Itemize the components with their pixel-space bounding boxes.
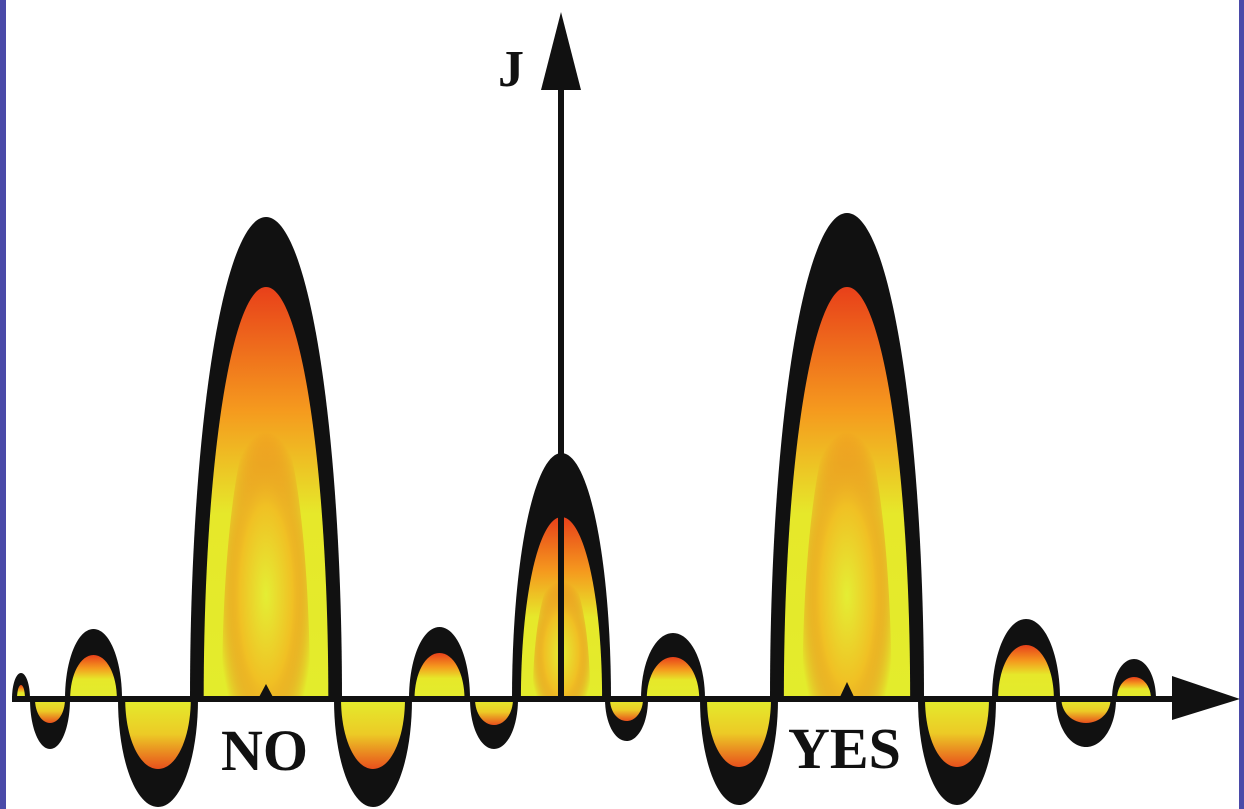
vertical-axis-arrowhead [541,12,581,90]
lobe-up-5-fill [1117,677,1151,699]
lobe-down-2 [118,699,198,807]
lobe-down-8-fill [1061,699,1111,723]
lobe-up-1-fill [70,655,117,699]
lobe-main-no [190,217,342,699]
lobe-down-6 [700,699,778,805]
lobe-up-2 [409,627,470,699]
lobe-main-yes [770,213,924,699]
vertical-axis-label: J [498,41,524,98]
no-position-tick [258,684,274,699]
lobe-down-2-fill [125,699,191,769]
intensity-lobes [12,213,1156,807]
yes-position-tick [839,682,855,699]
yes-label: YES [788,716,901,781]
lobe-down-4 [470,699,518,749]
lobe-down-4-fill [475,699,513,725]
lobe-up-3 [641,633,705,699]
lobe-edge-left [12,673,30,699]
lobe-down-8 [1056,699,1116,747]
lobe-down-5 [605,699,648,741]
no-label: NO [221,718,308,783]
lobe-down-5-fill [610,699,643,721]
lobe-up-1 [65,629,122,699]
lobe-down-1 [30,699,70,749]
lobe-edge-left-fill [17,685,25,699]
lobe-down-3 [334,699,412,807]
lobe-up-4-fill [998,645,1054,699]
lobe-up-3-fill [646,657,700,699]
lobe-up-4 [992,619,1060,699]
horizontal-axis-arrowhead [1172,676,1240,720]
lobe-up-5 [1112,659,1156,699]
lobe-down-6-fill [707,699,771,767]
lobe-down-7-fill [925,699,989,767]
lobe-down-3-fill [341,699,405,769]
lobe-main-no-core [221,402,311,699]
lobe-up-2-fill [414,653,465,699]
lobe-main-yes-core [802,402,892,699]
lobe-down-7 [918,699,996,805]
lobe-down-1-fill [35,699,65,723]
